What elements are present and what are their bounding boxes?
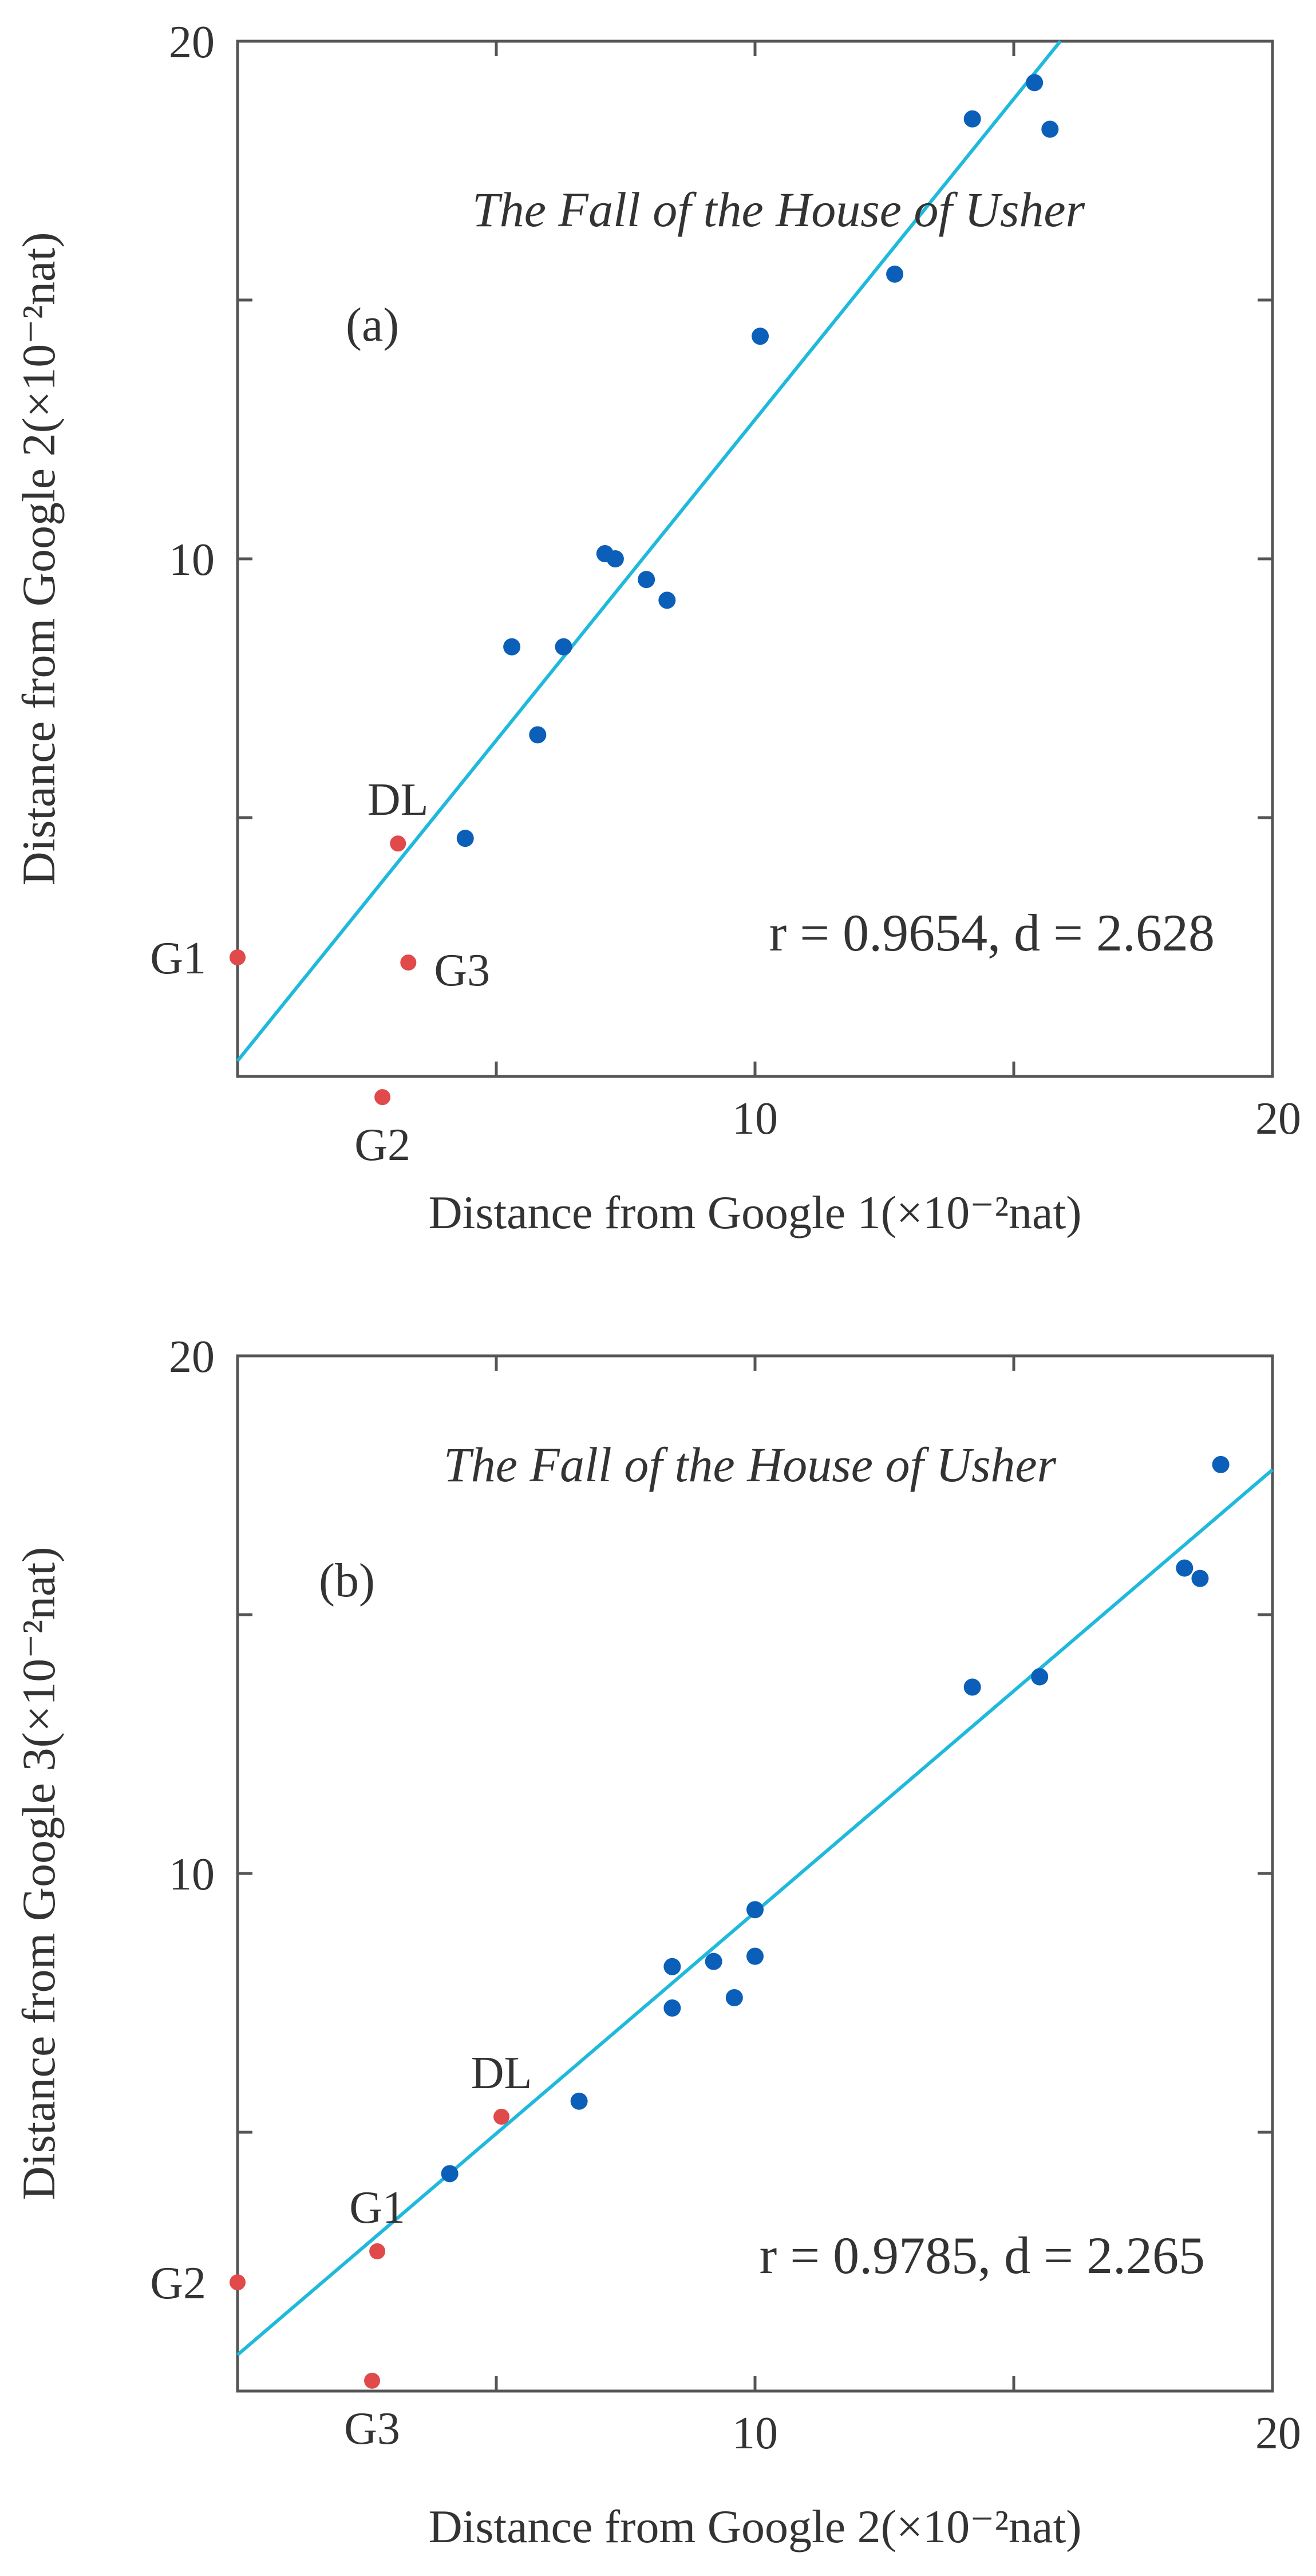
tick-labels-b: 10 20 10 20 [169,1332,1301,2459]
reference-point [374,1089,391,1106]
reference-point [390,835,406,852]
reference-point-label: G1 [150,933,206,984]
fit-line-a [236,40,1062,1062]
data-point [705,1952,722,1970]
reference-points-b: G2 G3 G1 DL [150,2048,532,2454]
data-point [570,2092,588,2110]
x-axis-label-b: Distance from Google 2(×10⁻²nat) [428,2500,1081,2553]
data-point [1031,1668,1049,1686]
reference-point [400,954,417,971]
x-tick-label: 10 [732,2408,778,2459]
y-tick-label: 10 [169,535,215,585]
reference-point-label: G2 [354,1120,410,1170]
data-point [663,1999,681,2017]
chart-title-a: The Fall of the House of Usher [472,182,1085,237]
data-point [503,638,521,656]
data-point [1176,1559,1194,1577]
chart-panel-a: 10 20 10 20 G1 G2 G3 DL The Fall of the House … [13,17,1301,1238]
y-tick-label: 10 [169,1849,215,1900]
data-point [963,110,981,128]
axis-ticks-b [238,1356,1272,2391]
y-tick-label: 20 [169,17,215,68]
data-point [725,1989,743,2006]
data-point [746,1901,764,1919]
panel-label-b: (b) [319,1554,375,1607]
data-point [1041,120,1059,138]
tick-labels-a: 10 20 10 20 [169,17,1301,1144]
reference-point [369,2243,386,2259]
reference-point-label: G2 [150,2258,206,2309]
data-point [886,265,904,283]
reference-point [364,2372,381,2389]
stats-annotation-a: r = 0.9654, d = 2.628 [769,904,1215,962]
data-point [441,2165,459,2183]
data-point [663,1958,681,1975]
reference-point-label: G1 [349,2183,405,2233]
reference-point-label: DL [471,2048,532,2098]
data-point [555,638,572,656]
y-axis-label-a: Distance from Google 2(×10⁻²nat) [13,232,65,885]
x-tick-label: 20 [1255,2408,1301,2459]
data-point [1191,1569,1209,1587]
stats-annotation-b: r = 0.9785, d = 2.265 [760,2226,1205,2285]
panel-label-a: (a) [346,298,399,352]
x-axis-label-a: Distance from Google 1(×10⁻²nat) [428,1186,1081,1238]
data-point [658,591,676,609]
data-point [1026,74,1044,92]
y-axis-label-b: Distance from Google 3(×10⁻²nat) [13,1547,65,2200]
reference-point-label: DL [367,775,429,825]
chart-panel-b: 10 20 10 20 G2 G3 G1 DL The Fall of the House … [13,1332,1301,2553]
y-tick-label: 20 [169,1332,215,1382]
data-point [746,1947,764,1965]
reference-point-label: G3 [344,2404,400,2454]
data-point [606,550,624,567]
x-tick-label: 20 [1255,1094,1301,1144]
data-points-a [456,74,1059,847]
data-point [1212,1455,1230,1473]
data-point [963,1678,981,1696]
data-point [456,830,474,847]
data-point [752,328,769,345]
reference-points-a: G1 G2 G3 DL [150,775,490,1170]
axis-ticks-a [238,41,1272,1076]
reference-point [230,2274,246,2291]
data-point [529,726,547,744]
x-tick-label: 10 [732,1094,778,1144]
reference-point [230,949,246,966]
chart-title-b: The Fall of the House of Usher [444,1437,1057,1492]
reference-point-label: G3 [434,945,490,996]
data-point [638,571,655,589]
reference-point [493,2108,510,2125]
data-points-b [441,1455,1230,2183]
